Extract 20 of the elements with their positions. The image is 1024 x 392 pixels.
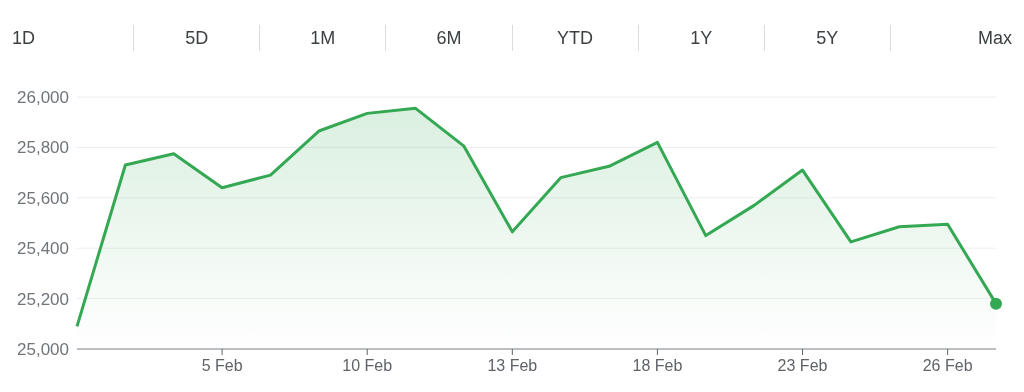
y-tick-label: 25,400 bbox=[17, 239, 69, 259]
x-tick-label: 5 Feb bbox=[201, 357, 243, 374]
text: 1Y bbox=[689, 27, 714, 49]
y-tick-label: 25,800 bbox=[17, 138, 69, 158]
text: YTD bbox=[556, 27, 595, 49]
x-tick-label: 26 Feb bbox=[922, 357, 973, 374]
x-tick-label: 18 Feb bbox=[632, 357, 683, 374]
text: 1D bbox=[11, 27, 36, 49]
text: 1M bbox=[309, 27, 337, 49]
y-tick-label: 25,000 bbox=[17, 340, 69, 360]
text: 5D bbox=[184, 27, 210, 49]
text: Max bbox=[977, 27, 1013, 49]
x-tick-label: 13 Feb bbox=[487, 357, 538, 374]
text: 5Y bbox=[815, 27, 840, 49]
y-tick-label: 26,000 bbox=[17, 88, 69, 108]
x-tick-label: 23 Feb bbox=[777, 357, 828, 374]
x-tick-label: 10 Feb bbox=[342, 357, 393, 374]
y-tick-label: 25,600 bbox=[17, 188, 69, 208]
y-tick-label: 25,200 bbox=[17, 289, 69, 309]
text: 6M bbox=[435, 27, 463, 49]
